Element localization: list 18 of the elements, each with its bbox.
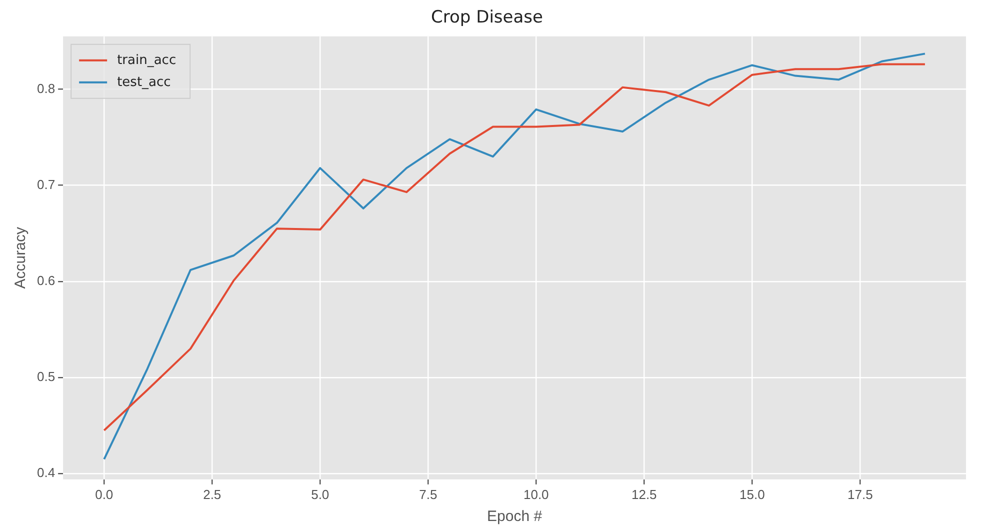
x-tick-label: 17.5	[848, 486, 873, 502]
x-tick-label: 15.0	[739, 486, 765, 502]
x-tick-label: 10.0	[523, 486, 549, 502]
x-axis-title: Epoch #	[487, 508, 543, 526]
y-tick-label: 0.6	[36, 273, 56, 288]
x-tick-label: 5.0	[311, 486, 330, 502]
x-tick-label: 0.0	[95, 486, 114, 502]
y-tick-label: 0.8	[36, 80, 56, 96]
legend-label: train_acc	[117, 52, 176, 68]
chart-title: Crop Disease	[431, 8, 543, 28]
legend-label: test_acc	[117, 74, 171, 90]
x-tick-label: 7.5	[419, 486, 438, 502]
y-tick-label: 0.5	[36, 369, 56, 384]
y-axis-title: Accuracy	[12, 226, 30, 289]
y-tick-label: 0.4	[36, 465, 56, 480]
y-tick-label: 0.7	[36, 176, 56, 192]
x-tick-label: 2.5	[203, 486, 222, 502]
x-tick-label: 12.5	[631, 486, 657, 502]
